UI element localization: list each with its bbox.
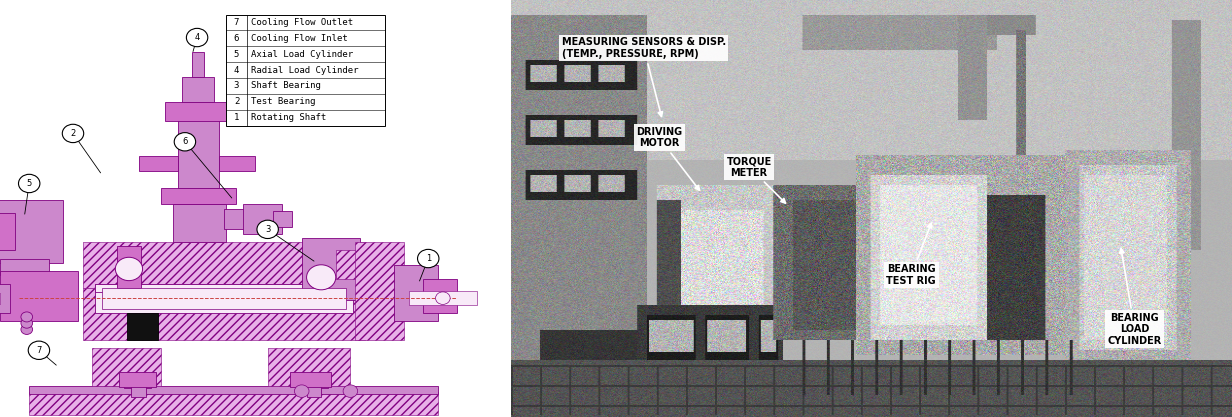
Bar — [192, 52, 205, 77]
Bar — [92, 348, 160, 386]
Bar — [83, 242, 365, 288]
Text: 5: 5 — [27, 179, 32, 188]
Text: Axial Load Cylinder: Axial Load Cylinder — [250, 50, 352, 59]
Bar — [302, 238, 360, 300]
Bar — [139, 156, 177, 171]
Circle shape — [257, 220, 278, 239]
Circle shape — [28, 341, 49, 359]
Bar — [182, 77, 214, 102]
Circle shape — [174, 133, 196, 151]
Text: Shaft Bearing: Shaft Bearing — [250, 81, 320, 90]
Text: Test Bearing: Test Bearing — [250, 97, 315, 106]
Text: 6: 6 — [234, 34, 239, 43]
Bar — [355, 242, 404, 340]
Circle shape — [186, 28, 208, 47]
Bar — [120, 372, 155, 387]
Bar — [30, 386, 439, 394]
Bar — [0, 259, 49, 275]
Text: BEARING
LOAD
CYLINDER: BEARING LOAD CYLINDER — [1108, 249, 1162, 346]
Bar — [336, 250, 379, 279]
Circle shape — [307, 265, 336, 290]
Circle shape — [18, 174, 39, 193]
Bar — [165, 102, 229, 121]
Bar — [95, 284, 352, 292]
Text: MEASURING SENSORS & DISP.
(TEMP., PRESSURE, RPM): MEASURING SENSORS & DISP. (TEMP., PRESSU… — [562, 37, 726, 116]
Text: 4: 4 — [234, 65, 239, 75]
Bar — [95, 284, 352, 313]
Bar — [272, 211, 292, 227]
Bar — [117, 246, 142, 288]
Circle shape — [63, 124, 84, 143]
Bar — [177, 117, 219, 188]
Circle shape — [21, 318, 32, 328]
Bar — [227, 15, 386, 126]
Bar — [132, 385, 147, 397]
Text: 7: 7 — [36, 346, 42, 355]
Bar — [424, 279, 457, 313]
Text: Cooling Flow Inlet: Cooling Flow Inlet — [250, 34, 347, 43]
Text: 2: 2 — [70, 129, 75, 138]
Bar — [290, 372, 331, 387]
Bar — [0, 271, 78, 321]
Text: BEARING
TEST RIG: BEARING TEST RIG — [887, 223, 936, 286]
Text: Radial Load Cylinder: Radial Load Cylinder — [250, 65, 359, 75]
Text: 3: 3 — [265, 225, 270, 234]
Text: 7: 7 — [234, 18, 239, 27]
Bar — [224, 208, 253, 229]
Circle shape — [342, 385, 357, 397]
Bar — [124, 384, 150, 388]
Text: 2: 2 — [234, 97, 239, 106]
Bar — [219, 156, 255, 171]
Circle shape — [418, 249, 439, 268]
Bar — [0, 213, 15, 250]
Bar — [299, 384, 329, 388]
Bar — [267, 348, 350, 386]
Circle shape — [436, 292, 450, 304]
Bar — [160, 188, 237, 204]
Text: 4: 4 — [195, 33, 200, 42]
Text: 3: 3 — [234, 81, 239, 90]
Bar — [394, 265, 439, 321]
Circle shape — [116, 257, 143, 281]
Bar — [127, 313, 158, 340]
Bar — [0, 200, 63, 263]
Text: 1: 1 — [425, 254, 431, 263]
Text: 1: 1 — [234, 113, 239, 122]
Bar — [83, 288, 365, 340]
Circle shape — [21, 312, 32, 322]
Bar — [244, 204, 282, 234]
Text: Cooling Flow Outlet: Cooling Flow Outlet — [250, 18, 352, 27]
Circle shape — [21, 324, 32, 334]
Text: TORQUE
METER: TORQUE METER — [727, 156, 786, 203]
Text: Rotating Shaft: Rotating Shaft — [250, 113, 326, 122]
Text: DRIVING
MOTOR: DRIVING MOTOR — [636, 127, 700, 190]
Bar — [30, 392, 439, 415]
Bar — [307, 385, 322, 397]
Bar — [0, 284, 10, 313]
Text: 6: 6 — [182, 137, 187, 146]
Bar — [172, 204, 227, 242]
Bar — [409, 291, 477, 305]
Text: 5: 5 — [234, 50, 239, 59]
Circle shape — [294, 385, 309, 397]
Bar — [102, 288, 345, 309]
